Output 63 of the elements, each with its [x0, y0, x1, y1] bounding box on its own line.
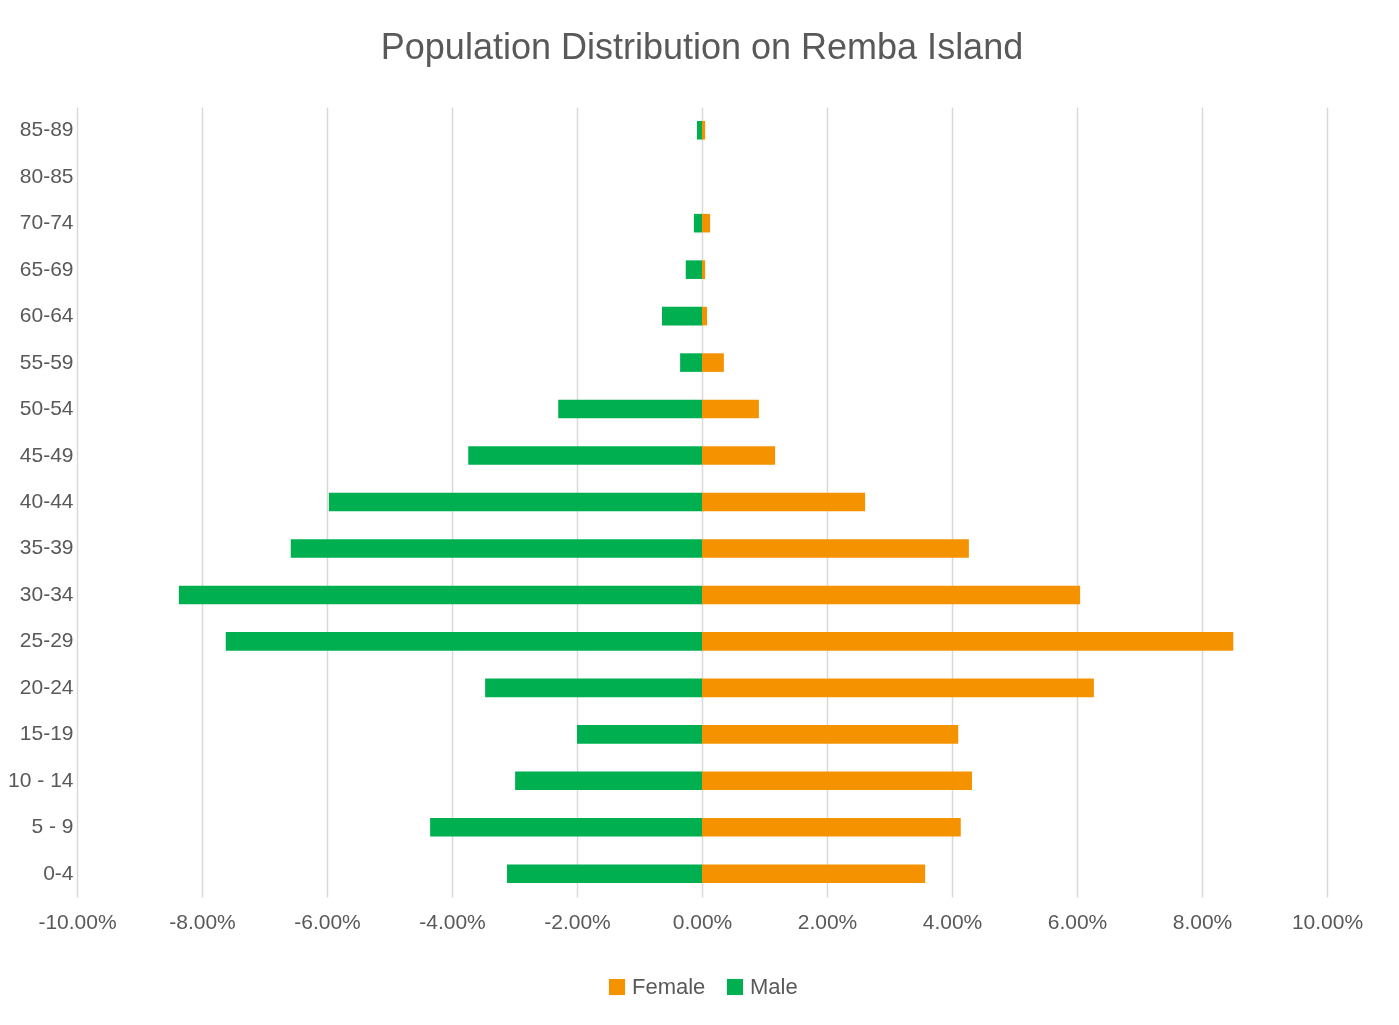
- x-tick-label: 0.00%: [672, 909, 733, 933]
- bar: [662, 306, 702, 326]
- x-tick-label: -2.00%: [544, 909, 611, 933]
- chart-title: Population Distribution on Remba Island: [380, 26, 1024, 67]
- y-tick-label: 0-4: [43, 860, 74, 884]
- bar: [702, 492, 866, 512]
- bar: [468, 446, 702, 465]
- bar: [702, 120, 706, 140]
- bar: [702, 539, 969, 558]
- y-tick-label: 45-49: [19, 442, 74, 466]
- bar: [680, 353, 702, 372]
- y-tick-label: 60-64: [19, 303, 74, 327]
- y-tick-label: 15-19: [19, 721, 74, 745]
- bar: [558, 399, 702, 419]
- bar: [702, 213, 711, 233]
- y-tick-label: 70-74: [19, 210, 74, 234]
- bar: [290, 539, 702, 558]
- x-tick-label: 4.00%: [922, 909, 983, 933]
- y-tick-label: 5 - 9: [31, 814, 74, 838]
- y-tick-label: 55-59: [19, 349, 74, 373]
- x-tick-label: -6.00%: [294, 909, 361, 933]
- x-tick-label: 2.00%: [797, 909, 858, 933]
- y-tick-label: 40-44: [19, 489, 74, 512]
- x-tick-label: -8.00%: [169, 909, 236, 933]
- bar: [430, 818, 702, 837]
- x-tick-label: 10.00%: [1291, 909, 1364, 933]
- y-tick-label: 85-89: [19, 117, 74, 141]
- x-tick-label: -4.00%: [419, 909, 486, 933]
- bar: [485, 678, 702, 698]
- bar: [685, 260, 702, 279]
- y-tick-label: 30-34: [19, 581, 74, 605]
- y-tick-label: 80-85: [19, 163, 74, 187]
- bar: [702, 725, 959, 744]
- bar: [702, 771, 972, 791]
- bar: [328, 492, 702, 512]
- bar: [697, 120, 702, 140]
- x-tick-label: 8.00%: [1172, 909, 1233, 933]
- y-tick-label: 25-29: [19, 628, 74, 652]
- y-tick-label: 10 - 14: [8, 767, 74, 791]
- bar: [702, 353, 724, 372]
- bar: [577, 725, 702, 744]
- bar: [702, 864, 926, 884]
- bar: [702, 446, 776, 465]
- bar: [702, 678, 1094, 698]
- bar: [693, 213, 702, 233]
- bar: [702, 632, 1234, 651]
- bar: [702, 260, 706, 279]
- bar: [178, 585, 702, 605]
- legend-label: Female: [632, 974, 706, 999]
- y-tick-label: 65-69: [19, 256, 74, 280]
- bar: [225, 632, 702, 651]
- bar: [702, 399, 759, 419]
- bar: [702, 585, 1081, 605]
- x-tick-label: -10.00%: [38, 909, 117, 933]
- bar: [702, 306, 707, 326]
- x-tick-label: 6.00%: [1047, 909, 1108, 933]
- bar: [702, 818, 961, 837]
- y-tick-label: 50-54: [19, 396, 74, 420]
- bar: [515, 771, 702, 791]
- bar: [507, 864, 702, 884]
- y-tick-label: 35-39: [19, 535, 74, 559]
- legend-label: Male: [750, 974, 798, 999]
- y-tick-label: 20-24: [19, 674, 74, 698]
